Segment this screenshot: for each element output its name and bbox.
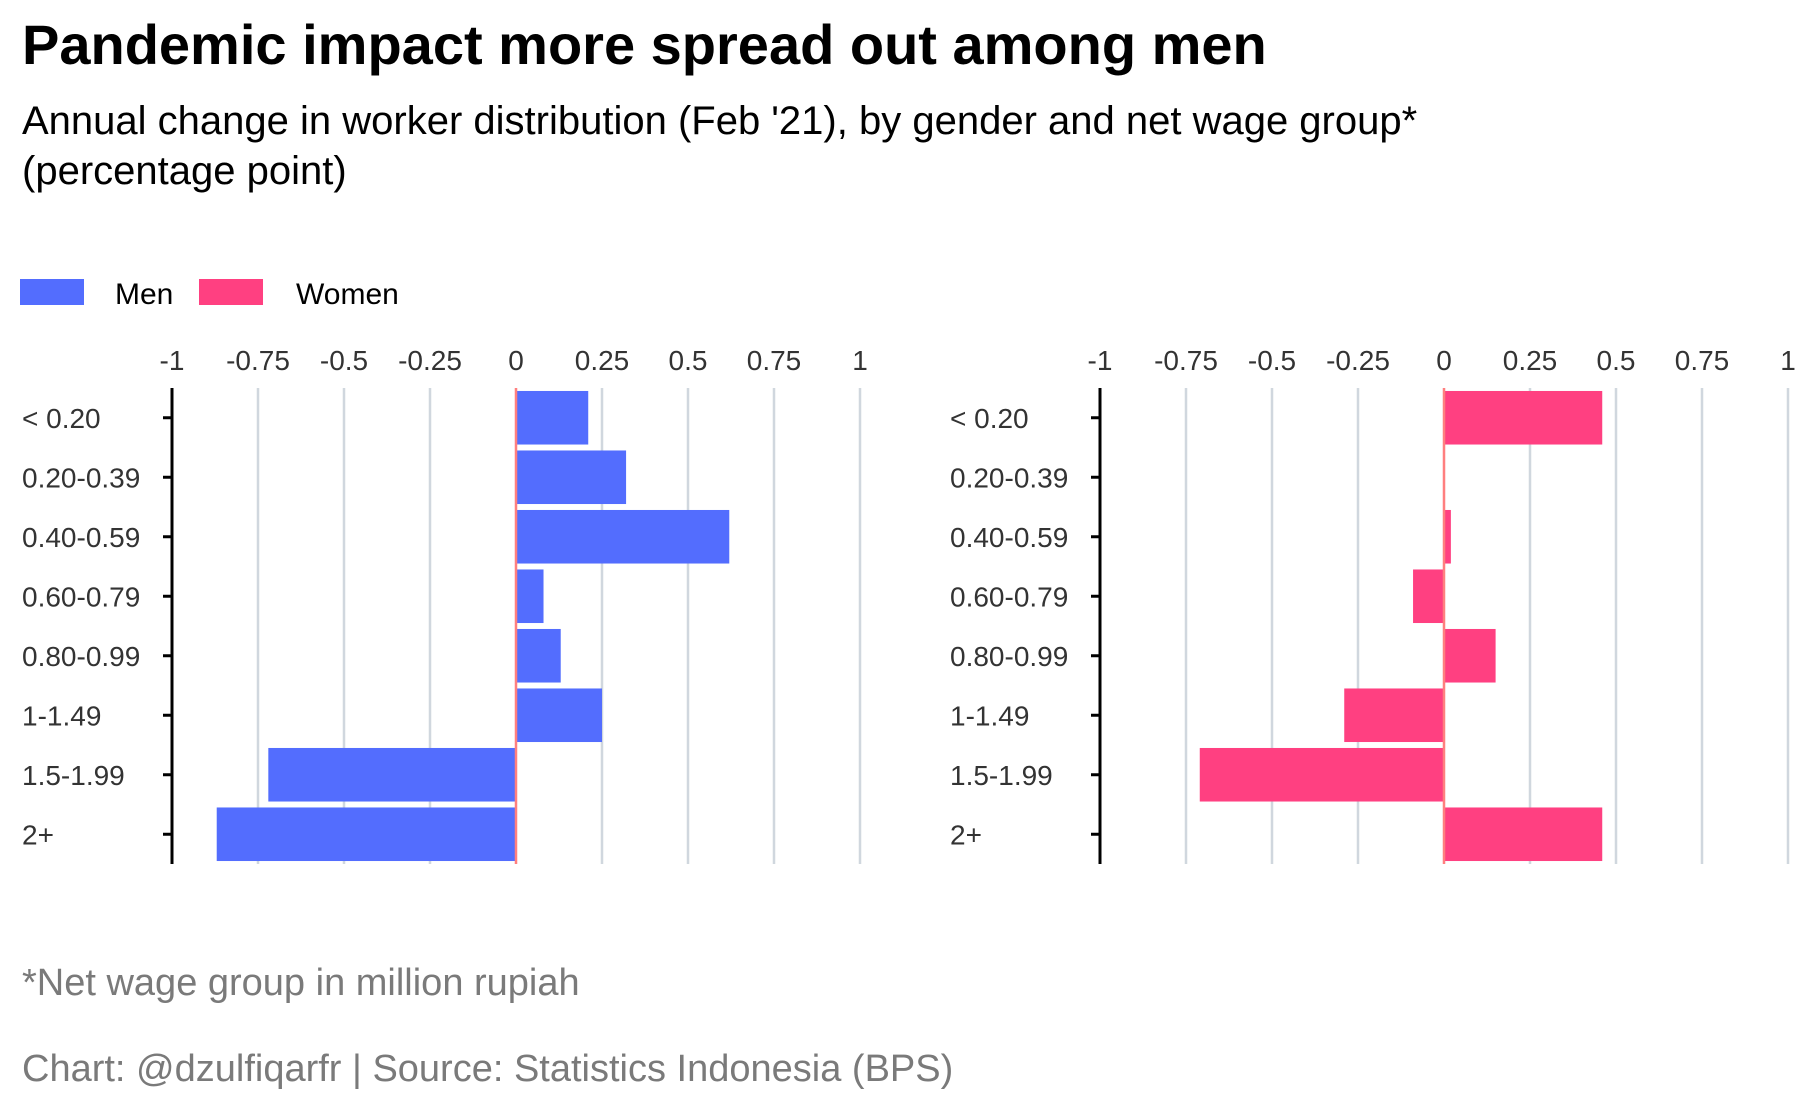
x-tick-label-men: -0.75 — [226, 345, 290, 376]
y-tick-label-women: 0.20-0.39 — [950, 462, 1068, 493]
bar-women — [1344, 688, 1444, 743]
panel-men: -1 -0.75 -0.5 -0.25 0 0.25 0.5 0.75 1 < 0.20 0.20-… — [22, 345, 868, 864]
bar-men — [216, 807, 516, 862]
y-tick-label-men: < 0.20 — [22, 403, 101, 434]
y-tick-label-women: < 0.20 — [950, 403, 1029, 434]
x-tick-label-women: -1 — [1088, 345, 1113, 376]
caption-footnote: *Net wage group in million rupiah — [22, 962, 580, 1004]
y-tick-label-women: 1.5-1.99 — [950, 760, 1053, 791]
y-tick-label-men: 0.80-0.99 — [22, 641, 140, 672]
bar-men — [516, 688, 602, 743]
x-tick-label-men: -0.5 — [320, 345, 368, 376]
bar-men — [516, 450, 627, 505]
x-tick-label-women: 0.25 — [1503, 345, 1558, 376]
y-tick-label-men: 2+ — [22, 819, 54, 850]
x-tick-label-men: 0 — [508, 345, 524, 376]
bar-women — [1444, 509, 1451, 564]
bar-men — [516, 628, 561, 683]
bar-chart-panels: -1 -0.75 -0.5 -0.25 0 0.25 0.5 0.75 1 < 0.20 0.20-… — [22, 345, 1796, 864]
x-tick-label-men: 0.5 — [669, 345, 708, 376]
panel-women: -1 -0.75 -0.5 -0.25 0 0.25 0.5 0.75 1 < 0.20 0.20-… — [950, 345, 1796, 864]
bar-men — [516, 509, 730, 564]
legend-label-women: Women — [296, 278, 399, 311]
bar-women — [1199, 747, 1444, 802]
x-tick-label-men: -1 — [160, 345, 185, 376]
x-tick-label-women: 0.75 — [1675, 345, 1730, 376]
legend-key-women — [199, 279, 263, 305]
y-tick-label-men: 0.40-0.59 — [22, 522, 140, 553]
x-tick-label-women: -0.5 — [1248, 345, 1296, 376]
y-tick-label-men: 0.60-0.79 — [22, 581, 140, 612]
legend-key-men — [20, 279, 84, 305]
chart-title: Pandemic impact more spread out among me… — [22, 13, 1267, 76]
y-tick-label-men: 0.20-0.39 — [22, 462, 140, 493]
y-tick-label-women: 1-1.49 — [950, 700, 1029, 731]
y-tick-label-women: 2+ — [950, 819, 982, 850]
bar-women — [1444, 390, 1603, 445]
y-tick-label-women: 0.40-0.59 — [950, 522, 1068, 553]
x-tick-label-women: -0.25 — [1326, 345, 1390, 376]
bar-women — [1444, 807, 1603, 862]
y-tick-label-women: 0.60-0.79 — [950, 581, 1068, 612]
x-tick-label-women: 0 — [1436, 345, 1452, 376]
y-tick-label-men: 1.5-1.99 — [22, 760, 125, 791]
legend-label-men: Men — [115, 278, 174, 311]
x-tick-label-women: 0.5 — [1597, 345, 1636, 376]
y-tick-label-women: 0.80-0.99 — [950, 641, 1068, 672]
subtitle-line-1: Annual change in worker distribution (Fe… — [22, 99, 1418, 143]
chart-credit: Chart: @dzulfiqarfr | Source: Statistics… — [22, 1048, 954, 1090]
bar-men — [268, 747, 516, 802]
chart-subtitle: Annual change in worker distribution (Fe… — [22, 96, 1417, 196]
x-tick-label-women: -0.75 — [1154, 345, 1218, 376]
bar-women — [1413, 569, 1444, 624]
subtitle-line-2: (percentage point) — [22, 149, 347, 193]
x-tick-label-men: 0.75 — [747, 345, 802, 376]
x-tick-label-men: -0.25 — [398, 345, 462, 376]
bar-men — [516, 569, 544, 624]
bar-men — [516, 390, 589, 445]
x-tick-label-men: 1 — [852, 345, 868, 376]
y-tick-label-men: 1-1.49 — [22, 700, 101, 731]
x-tick-label-men: 0.25 — [575, 345, 630, 376]
bar-women — [1444, 628, 1496, 683]
x-tick-label-women: 1 — [1780, 345, 1796, 376]
